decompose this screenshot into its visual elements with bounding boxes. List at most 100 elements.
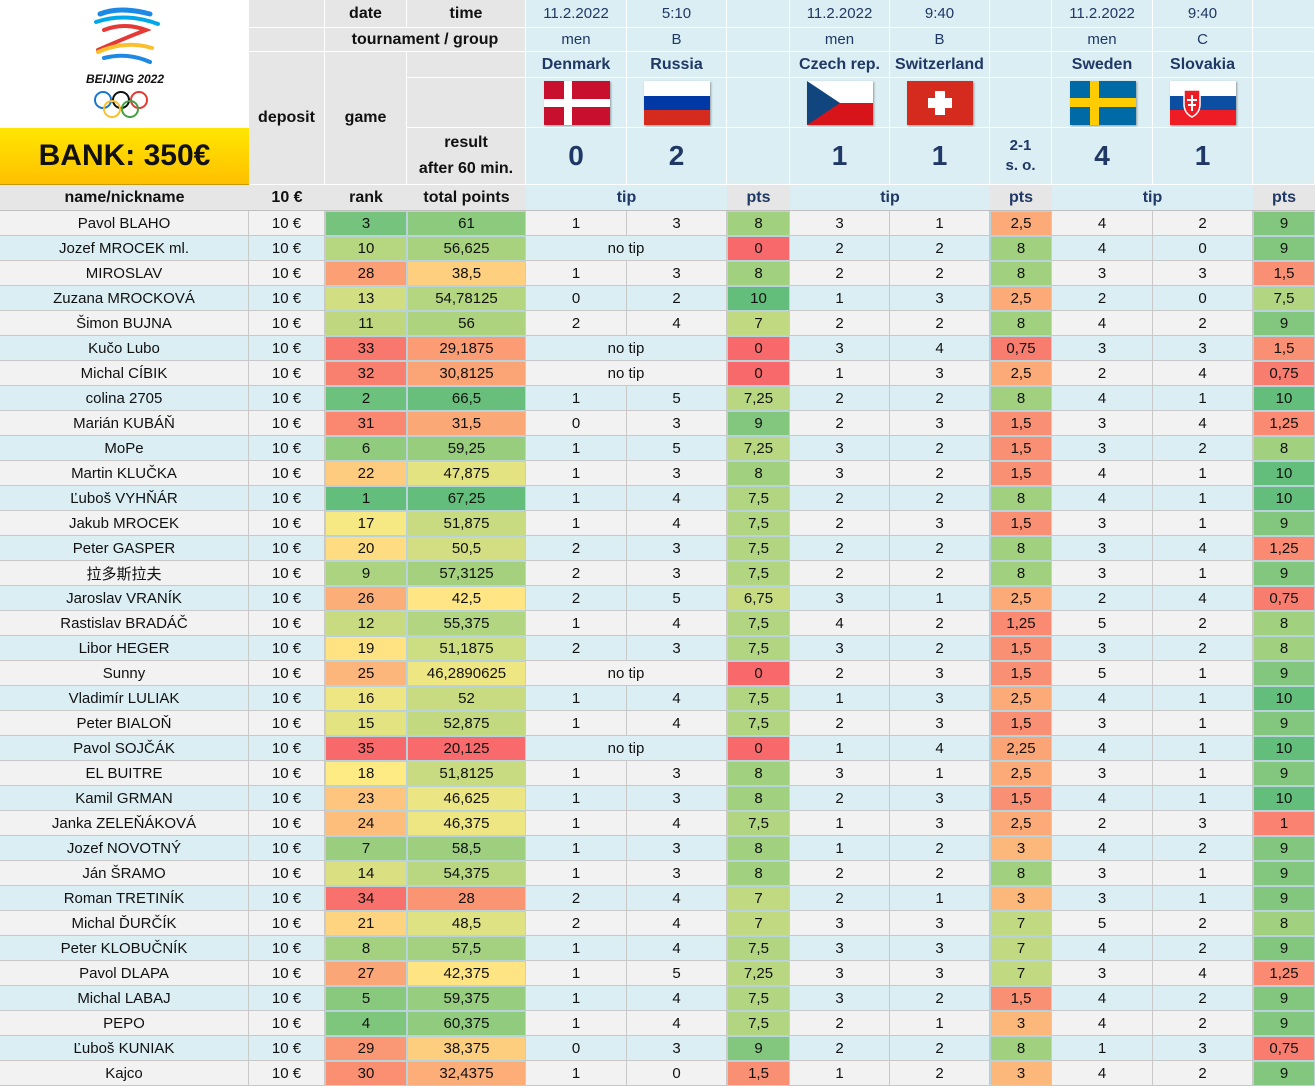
tip-away: 2 [890,636,990,661]
player-deposit: 10 € [249,286,325,311]
match-time: 9:40 [890,0,990,28]
player-rank: 7 [325,836,407,861]
tip-away: 5 [627,436,727,461]
tip-points: 7,5 [1253,286,1315,311]
tip-home: 3 [790,911,890,936]
tournament-label: tournament / group [325,28,526,52]
tip-home: 1 [790,736,890,761]
match-category: men [1052,28,1153,52]
tip-home: 3 [1052,861,1153,886]
player-deposit: 10 € [249,1036,325,1061]
tip-away: 3 [1153,1036,1253,1061]
tip-away: 1 [1153,861,1253,886]
player-total-points: 67,25 [407,486,526,511]
tip-points: 0 [727,361,790,386]
tip-home: 1 [526,811,627,836]
player-name: Jozef NOVOTNÝ [0,836,249,861]
tip-points: 3 [990,836,1052,861]
match-date: 11.2.2022 [1052,0,1153,28]
tip-away: 4 [627,811,727,836]
away-score: 2 [627,128,727,185]
tip-away: 2 [1153,611,1253,636]
player-deposit: 10 € [249,1011,325,1036]
player-rank: 11 [325,311,407,336]
tip-home: 2 [526,561,627,586]
tip-points: 8 [990,261,1052,286]
tip-points: 7,25 [727,961,790,986]
player-total-points: 42,5 [407,586,526,611]
player-deposit: 10 € [249,911,325,936]
tip-points: 1,5 [990,411,1052,436]
player-total-points: 46,625 [407,786,526,811]
tip-home: 3 [1052,511,1153,536]
player-rank: 3 [325,211,407,236]
player-name: Jakub MROCEK [0,511,249,536]
match-blank [990,52,1052,78]
home-team-name: Denmark [526,52,627,78]
match-blank [990,0,1052,28]
player-name: colina 2705 [0,386,249,411]
tip-points: 1,5 [727,1061,790,1086]
tip-home: 2 [790,661,890,686]
player-rank: 30 [325,1061,407,1086]
tip-home: 2 [790,711,890,736]
tip-points: 9 [1253,861,1315,886]
player-name: Marián KUBÁŇ [0,411,249,436]
player-total-points: 59,375 [407,986,526,1011]
player-total-points: 56 [407,311,526,336]
player-total-points: 28 [407,886,526,911]
tip-away: 2 [1153,636,1253,661]
tip-away: 4 [890,736,990,761]
tip-points: 7,5 [727,511,790,536]
tip-points: 2,25 [990,736,1052,761]
player-rank: 27 [325,961,407,986]
tip-away: 1 [1153,786,1253,811]
tip-points: 1,5 [1253,261,1315,286]
player-total-points: 46,2890625 [407,661,526,686]
player-rank: 10 [325,236,407,261]
tip-away: 1 [1153,511,1253,536]
player-rank: 4 [325,1011,407,1036]
sweden-flag-icon [1070,81,1136,125]
tip-home: 1 [526,611,627,636]
tip-points: 8 [1253,611,1315,636]
tip-home: 4 [1052,936,1153,961]
player-rank: 21 [325,911,407,936]
tip-home: 2 [526,911,627,936]
tip-points: 7,5 [727,486,790,511]
time-label: time [407,0,526,28]
tip-home: 2 [1052,361,1153,386]
tip-home: 3 [790,986,890,1011]
logo-text: BEIJING 2022 [85,72,165,86]
tip-points: 6,75 [727,586,790,611]
player-total-points: 58,5 [407,836,526,861]
player-total-points: 52,875 [407,711,526,736]
match-blank [1253,52,1315,78]
tip-away: 5 [627,386,727,411]
result-label-line1: result [444,134,488,151]
tip-home: 1 [790,1061,890,1086]
tip-points: 0 [727,236,790,261]
tip-home: 3 [790,961,890,986]
tip-points: 8 [1253,911,1315,936]
player-name: Kučo Lubo [0,336,249,361]
player-deposit: 10 € [249,961,325,986]
tip-points: 9 [1253,836,1315,861]
tip-away: 1 [1153,486,1253,511]
tip-points: 0 [727,336,790,361]
tip-away: 1 [890,211,990,236]
tip-points: 2,5 [990,811,1052,836]
player-rank: 23 [325,786,407,811]
tip-points: 8 [1253,436,1315,461]
tip-points: 1,5 [990,511,1052,536]
tip-points: 1,25 [990,611,1052,636]
tip-points: 1,5 [990,436,1052,461]
player-rank: 16 [325,686,407,711]
player-rank: 26 [325,586,407,611]
player-name: PEPO [0,1011,249,1036]
tip-home: 2 [1052,811,1153,836]
player-rank: 33 [325,336,407,361]
tip-home: 3 [1052,336,1153,361]
tip-home: 1 [526,461,627,486]
match-blank [727,52,790,78]
